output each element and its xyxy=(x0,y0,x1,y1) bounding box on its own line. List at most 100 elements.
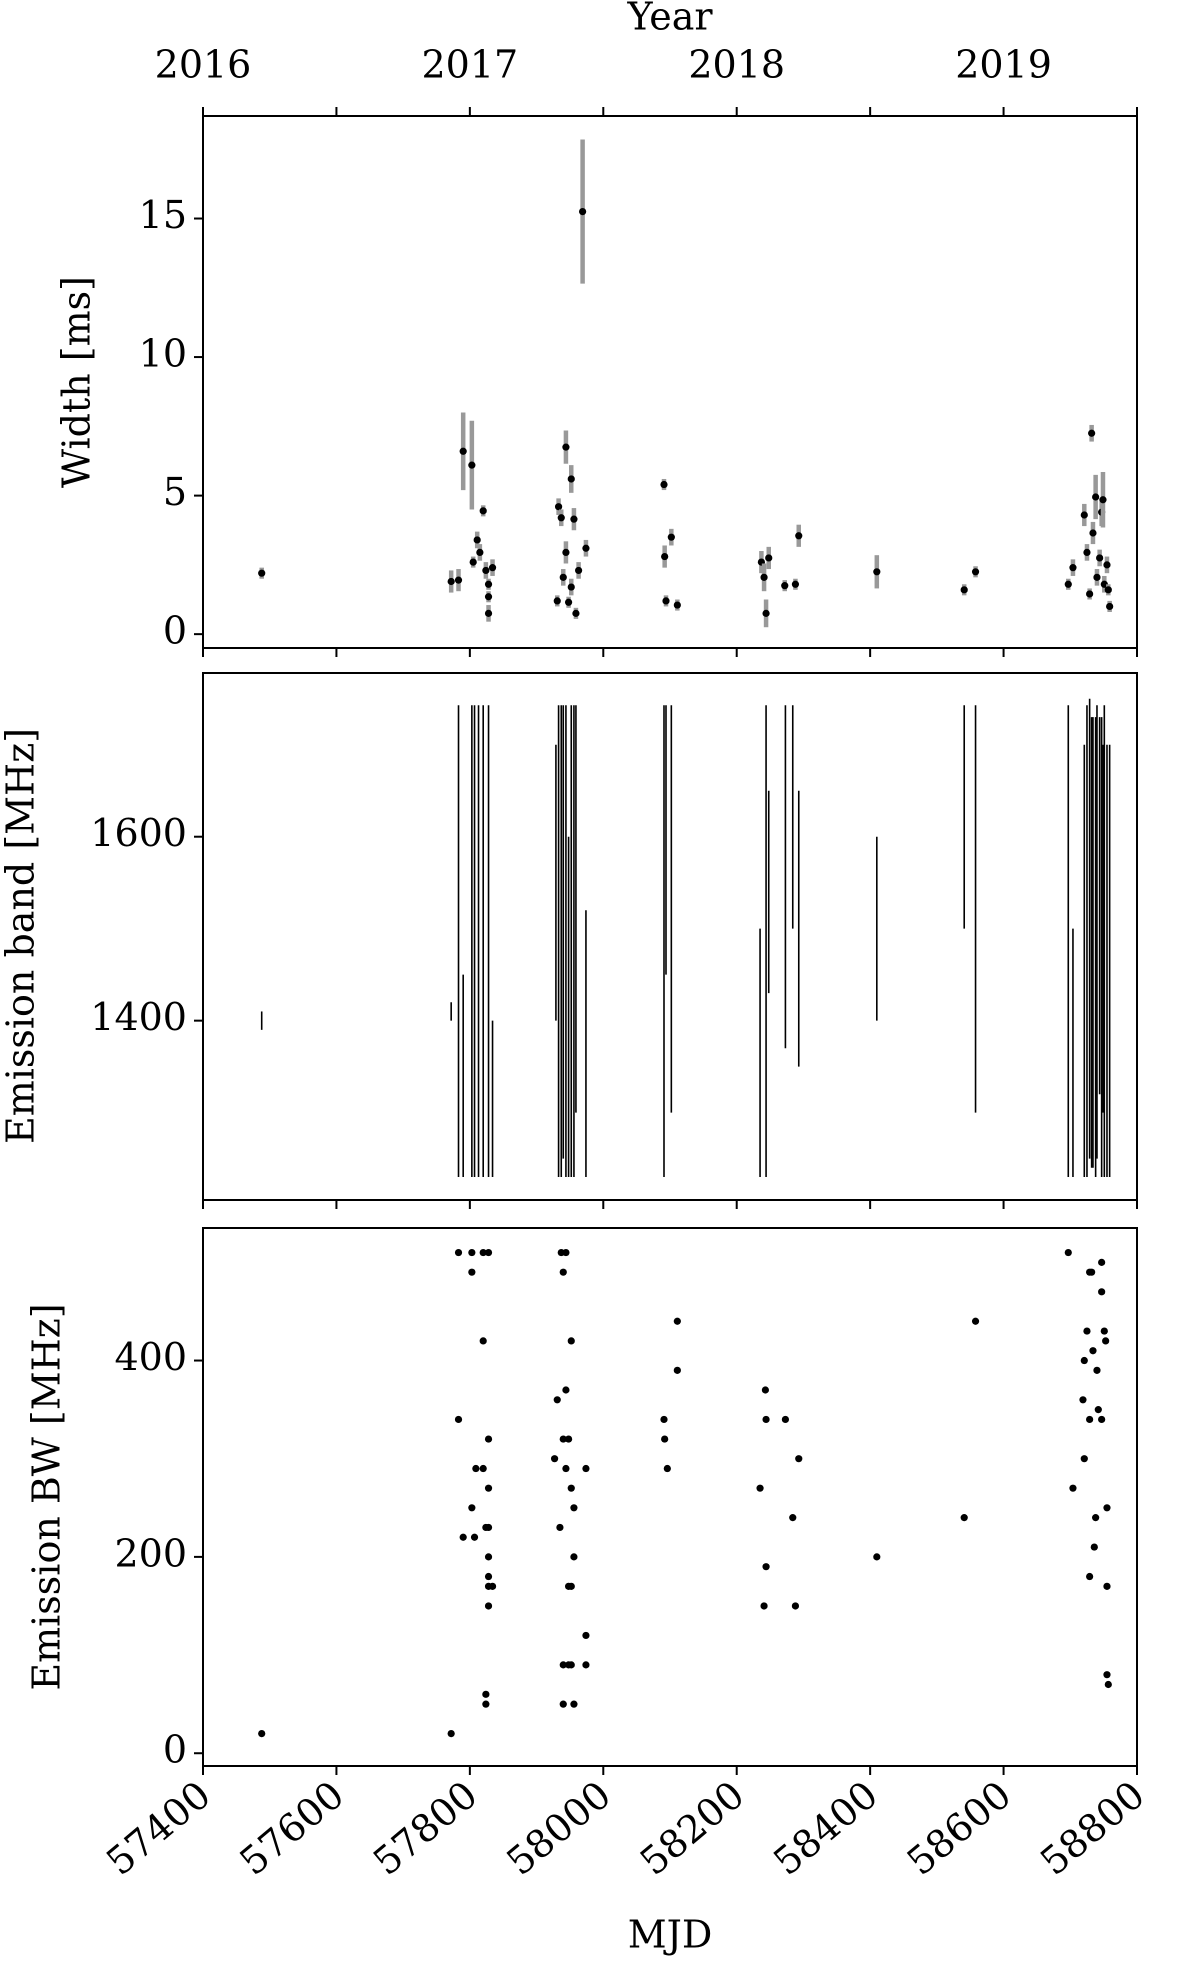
data-point xyxy=(762,609,770,617)
data-point xyxy=(484,1553,493,1561)
data-point xyxy=(473,536,481,544)
data-point xyxy=(567,1484,575,1492)
data-point xyxy=(570,1553,578,1561)
data-point xyxy=(1100,1327,1108,1335)
data-point xyxy=(468,1504,476,1512)
data-point xyxy=(1103,1671,1111,1679)
data-point xyxy=(559,1700,567,1708)
data-point xyxy=(1089,1347,1097,1355)
y-tick-label: 1600 xyxy=(90,811,187,855)
data-point xyxy=(484,1484,493,1492)
data-point xyxy=(760,1602,768,1610)
data-point xyxy=(575,566,583,575)
data-point xyxy=(971,568,980,576)
data-point xyxy=(760,573,768,581)
y-axis-label: Width [ms] xyxy=(55,276,99,488)
x-tick-label: 57400 xyxy=(98,1772,219,1883)
data-point xyxy=(1106,602,1114,611)
data-point xyxy=(1098,1258,1106,1266)
data-point xyxy=(673,1366,681,1374)
data-point xyxy=(454,1248,463,1257)
data-point xyxy=(564,1435,573,1443)
top-x-tick-label: 2016 xyxy=(155,43,252,87)
data-point xyxy=(468,1248,476,1257)
data-point xyxy=(1086,590,1094,598)
data-point xyxy=(562,1464,570,1473)
data-point xyxy=(971,1317,980,1325)
data-point xyxy=(488,564,497,572)
data-point xyxy=(553,597,561,605)
data-point xyxy=(482,1690,490,1698)
data-point xyxy=(1092,493,1100,501)
y-tick-label: 15 xyxy=(139,193,187,237)
data-point xyxy=(468,461,476,469)
data-point xyxy=(1104,586,1112,594)
data-point xyxy=(557,514,565,522)
y-axis-label: Emission band [MHz] xyxy=(0,728,43,1144)
data-point xyxy=(484,1572,493,1581)
data-point xyxy=(873,568,881,576)
plot-frame xyxy=(202,672,1138,1201)
x-tick-label: 57600 xyxy=(231,1772,352,1883)
data-point xyxy=(1064,1248,1072,1257)
data-point xyxy=(762,1415,770,1424)
data-point xyxy=(1096,554,1104,562)
data-point xyxy=(1093,1366,1101,1374)
data-point xyxy=(1103,561,1111,569)
data-point xyxy=(1104,1680,1112,1689)
data-point xyxy=(660,1415,668,1424)
data-point xyxy=(1089,529,1097,537)
data-point xyxy=(1079,1396,1087,1404)
y-tick-label: 0 xyxy=(163,609,187,653)
data-point xyxy=(459,1533,467,1541)
y-tick-label: 5 xyxy=(163,470,187,514)
data-point xyxy=(960,1514,968,1522)
data-point xyxy=(1080,1455,1088,1463)
data-point xyxy=(756,1484,764,1492)
data-point xyxy=(562,548,570,557)
data-point xyxy=(791,580,800,588)
data-point xyxy=(582,1631,590,1640)
x-tick-label: 58200 xyxy=(632,1772,753,1883)
data-point xyxy=(559,1435,567,1443)
data-point xyxy=(579,207,587,216)
data-point xyxy=(258,1730,266,1738)
data-point xyxy=(567,583,575,591)
data-point xyxy=(1098,1415,1106,1424)
x-tick-label: 57800 xyxy=(365,1772,486,1883)
data-point xyxy=(567,1661,575,1669)
data-point xyxy=(556,1523,564,1532)
data-point xyxy=(570,1700,578,1708)
data-point xyxy=(1103,1582,1111,1590)
data-point xyxy=(567,475,575,483)
data-point xyxy=(484,1602,493,1610)
data-point xyxy=(553,1396,561,1404)
data-point xyxy=(484,593,493,601)
data-point xyxy=(559,1268,567,1276)
data-point xyxy=(484,609,493,617)
plot-frame xyxy=(202,1227,1138,1767)
data-point xyxy=(479,1248,487,1257)
data-point xyxy=(582,544,590,552)
x-tick-label: 58000 xyxy=(498,1772,619,1883)
data-point xyxy=(470,1533,479,1541)
top-x-tick-label: 2017 xyxy=(421,43,518,87)
data-point xyxy=(1086,1572,1094,1581)
data-point xyxy=(454,576,463,584)
data-point xyxy=(663,1464,671,1473)
data-point xyxy=(559,1661,567,1669)
y-tick-label: 0 xyxy=(163,1728,187,1772)
y-tick-label: 1400 xyxy=(90,995,187,1039)
data-point xyxy=(1103,1504,1111,1512)
data-point xyxy=(582,1464,590,1473)
data-point xyxy=(472,1464,480,1473)
data-point xyxy=(762,1563,770,1571)
data-point xyxy=(781,1415,790,1424)
data-point xyxy=(482,566,490,575)
data-point xyxy=(661,552,669,561)
data-point xyxy=(960,586,968,594)
y-tick-label: 200 xyxy=(114,1531,187,1575)
data-point xyxy=(1098,1288,1106,1296)
